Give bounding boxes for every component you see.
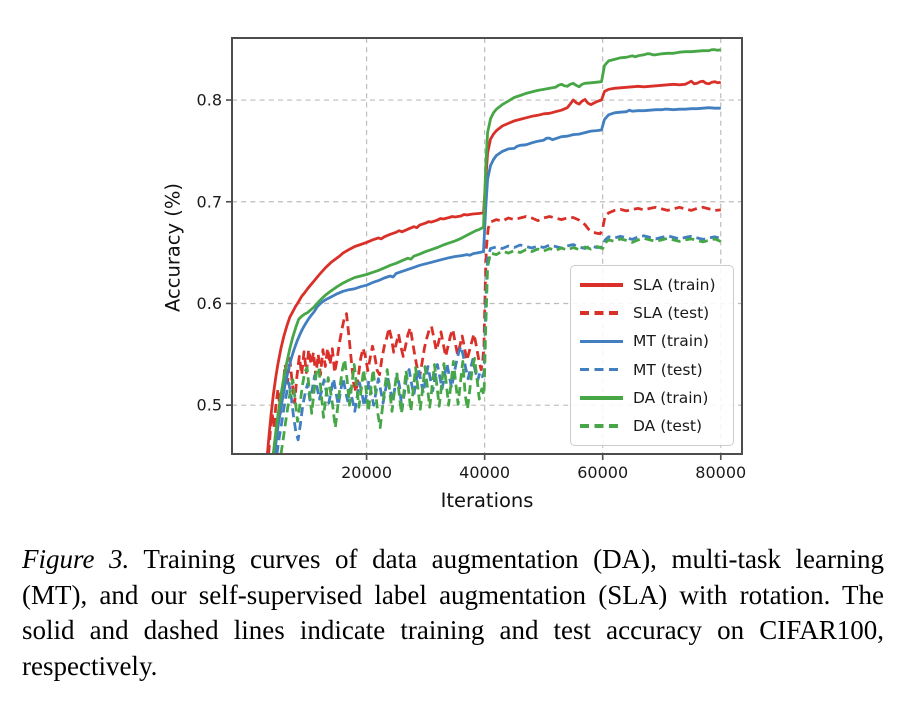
x-tick-label-20000: 20000 xyxy=(341,463,392,482)
legend-line-sample-da-test xyxy=(580,424,623,428)
series-line-da-test xyxy=(279,237,722,454)
legend-item-sla-train: SLA (train) xyxy=(580,272,729,298)
figure-caption: Figure 3. Training curves of data augmen… xyxy=(22,542,884,684)
y-tick-label-0.7: 0.7 xyxy=(197,192,222,211)
training-curves-plot: 20000 40000 60000 80000 0.5 0.6 0.7 0.8 xyxy=(197,37,746,482)
y-tick-label-0.6: 0.6 xyxy=(197,294,222,313)
legend-label-mt-test: MT (test) xyxy=(633,360,703,379)
x-axis-label: Iterations xyxy=(440,489,534,512)
legend-line-sample-sla-test xyxy=(580,311,623,316)
legend-line-sample-sla-train xyxy=(580,283,623,287)
legend-item-da-test: DA (test) xyxy=(580,413,729,439)
legend-line-sample-da-train xyxy=(580,395,623,400)
y-tick-label-0.8: 0.8 xyxy=(197,91,222,110)
series-line-mt-train xyxy=(273,106,721,454)
legend-label-da-test: DA (test) xyxy=(633,416,703,435)
plot-border xyxy=(231,37,743,455)
legend-item-sla-test: SLA (test) xyxy=(580,300,729,326)
figure-caption-text: Training curves of data augmentation (DA… xyxy=(22,544,884,681)
y-tick-label-0.5: 0.5 xyxy=(197,396,222,415)
legend-item-da-train: DA (train) xyxy=(580,385,729,411)
x-tick-label-80000: 80000 xyxy=(695,463,746,482)
legend-label-da-train: DA (train) xyxy=(633,388,709,407)
legend-item-mt-train: MT (train) xyxy=(580,328,729,354)
legend-line-sample-mt-test xyxy=(580,367,623,372)
legend-label-sla-train: SLA (train) xyxy=(633,276,716,295)
x-tick-label-40000: 40000 xyxy=(459,463,510,482)
y-axis-label: Accuracy (%) xyxy=(161,183,185,312)
legend-label-sla-test: SLA (test) xyxy=(633,304,710,323)
legend-label-mt-train: MT (train) xyxy=(633,332,709,351)
series-line-da-train xyxy=(271,48,722,454)
legend-line-sample-mt-train xyxy=(580,339,623,344)
chart-legend: SLA (train) SLA (test) MT (train) MT (test)… xyxy=(570,265,734,446)
legend-item-mt-test: MT (test) xyxy=(580,357,729,383)
figure-caption-label: Figure 3. xyxy=(22,544,130,574)
x-tick-label-60000: 60000 xyxy=(577,463,628,482)
series-line-sla-test xyxy=(267,205,721,454)
